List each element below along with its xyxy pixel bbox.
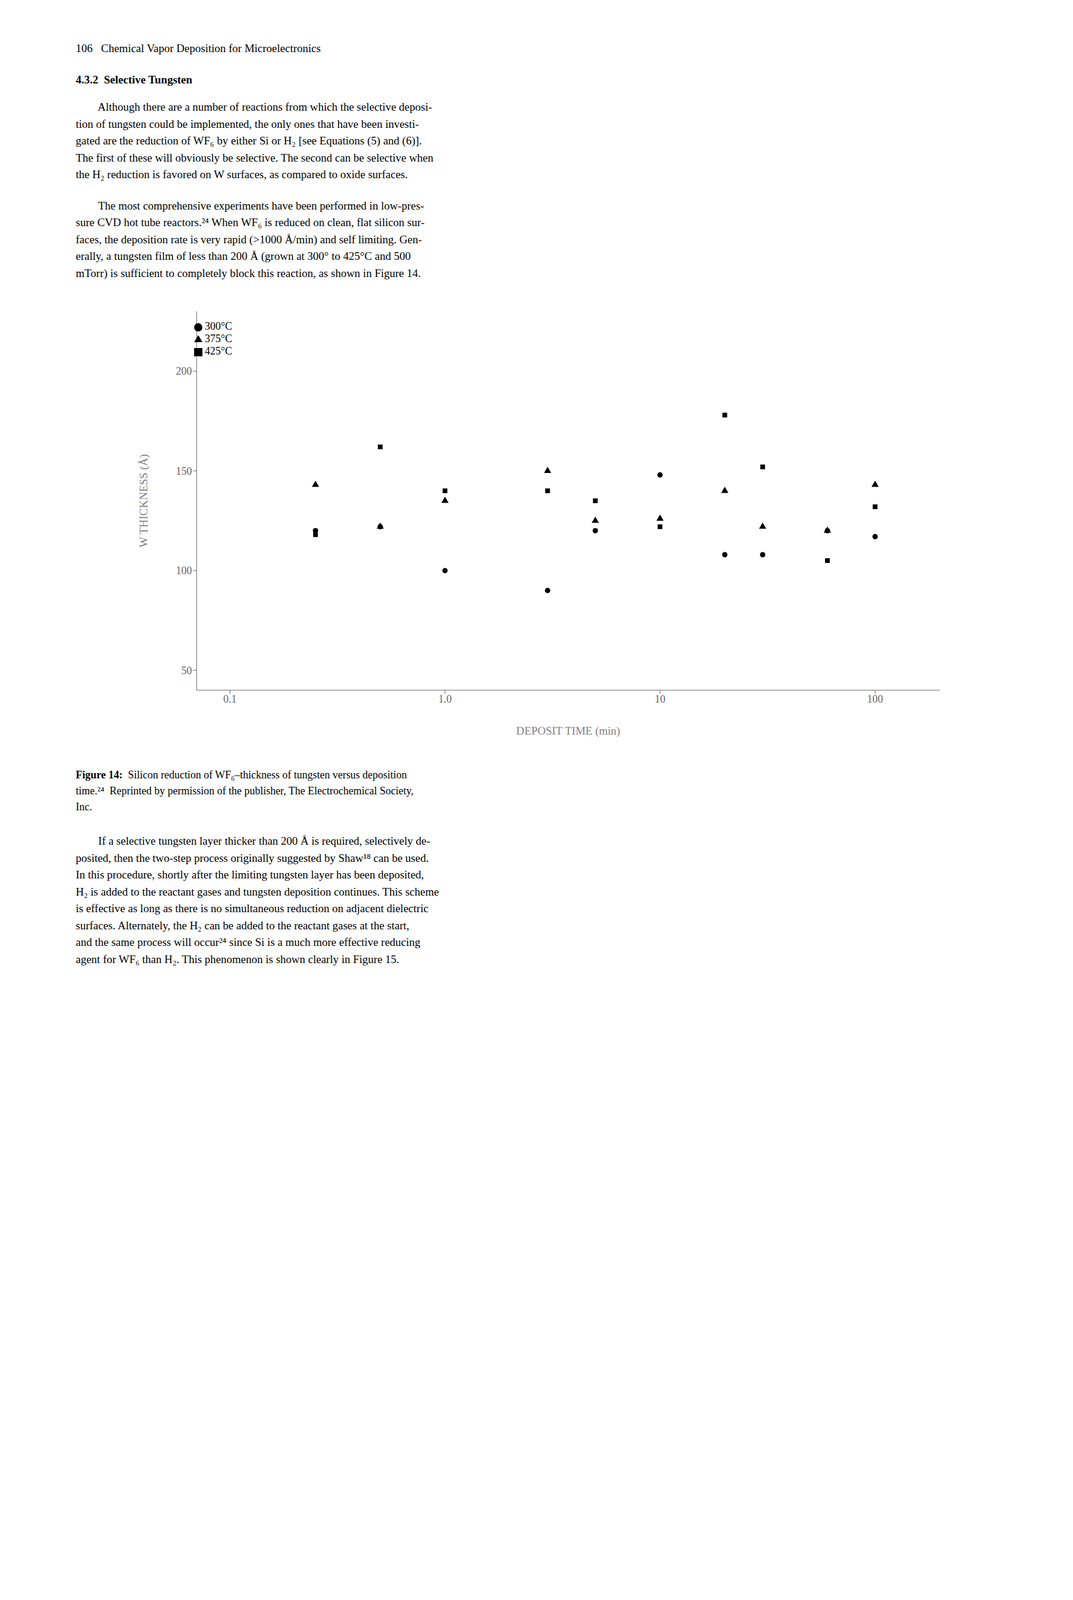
svg-text:100: 100	[867, 693, 884, 705]
html-text:106 Chemical Vapor Deposition: 106 Chemical Vapor Deposition for Microe…	[75, 42, 321, 55]
svg-text:10: 10	[654, 693, 666, 705]
svg-text:200: 200	[175, 365, 192, 377]
svg-text:DEPOSIT TIME (min): DEPOSIT TIME (min)	[516, 724, 621, 738]
svg-text:100: 100	[175, 564, 192, 577]
html-text:425°C: 425°C	[204, 345, 233, 357]
html-text:The most comprehensive experim: The most comprehensive experiments have …	[75, 199, 425, 280]
html-text:Although there are a number of: Although there are a number of reactions…	[75, 100, 434, 181]
html-text:300°C: 300°C	[204, 320, 233, 333]
svg-text:150: 150	[175, 465, 192, 478]
html-text:Figure 14: Silicon reduction o: Figure 14: Silicon reduction of WF₆–thic…	[75, 768, 414, 813]
html-text:4.3.2 Selective Tungsten: 4.3.2 Selective Tungsten	[75, 73, 193, 86]
html-text:375°C: 375°C	[204, 332, 233, 345]
svg-text:1.0: 1.0	[438, 693, 453, 705]
svg-text:0.1: 0.1	[223, 693, 237, 705]
svg-text:50: 50	[181, 664, 192, 677]
svg-text:W THICKNESS (Å): W THICKNESS (Å)	[137, 453, 151, 548]
html-text:If a selective tungsten layer: If a selective tungsten layer thicker th…	[75, 834, 439, 965]
